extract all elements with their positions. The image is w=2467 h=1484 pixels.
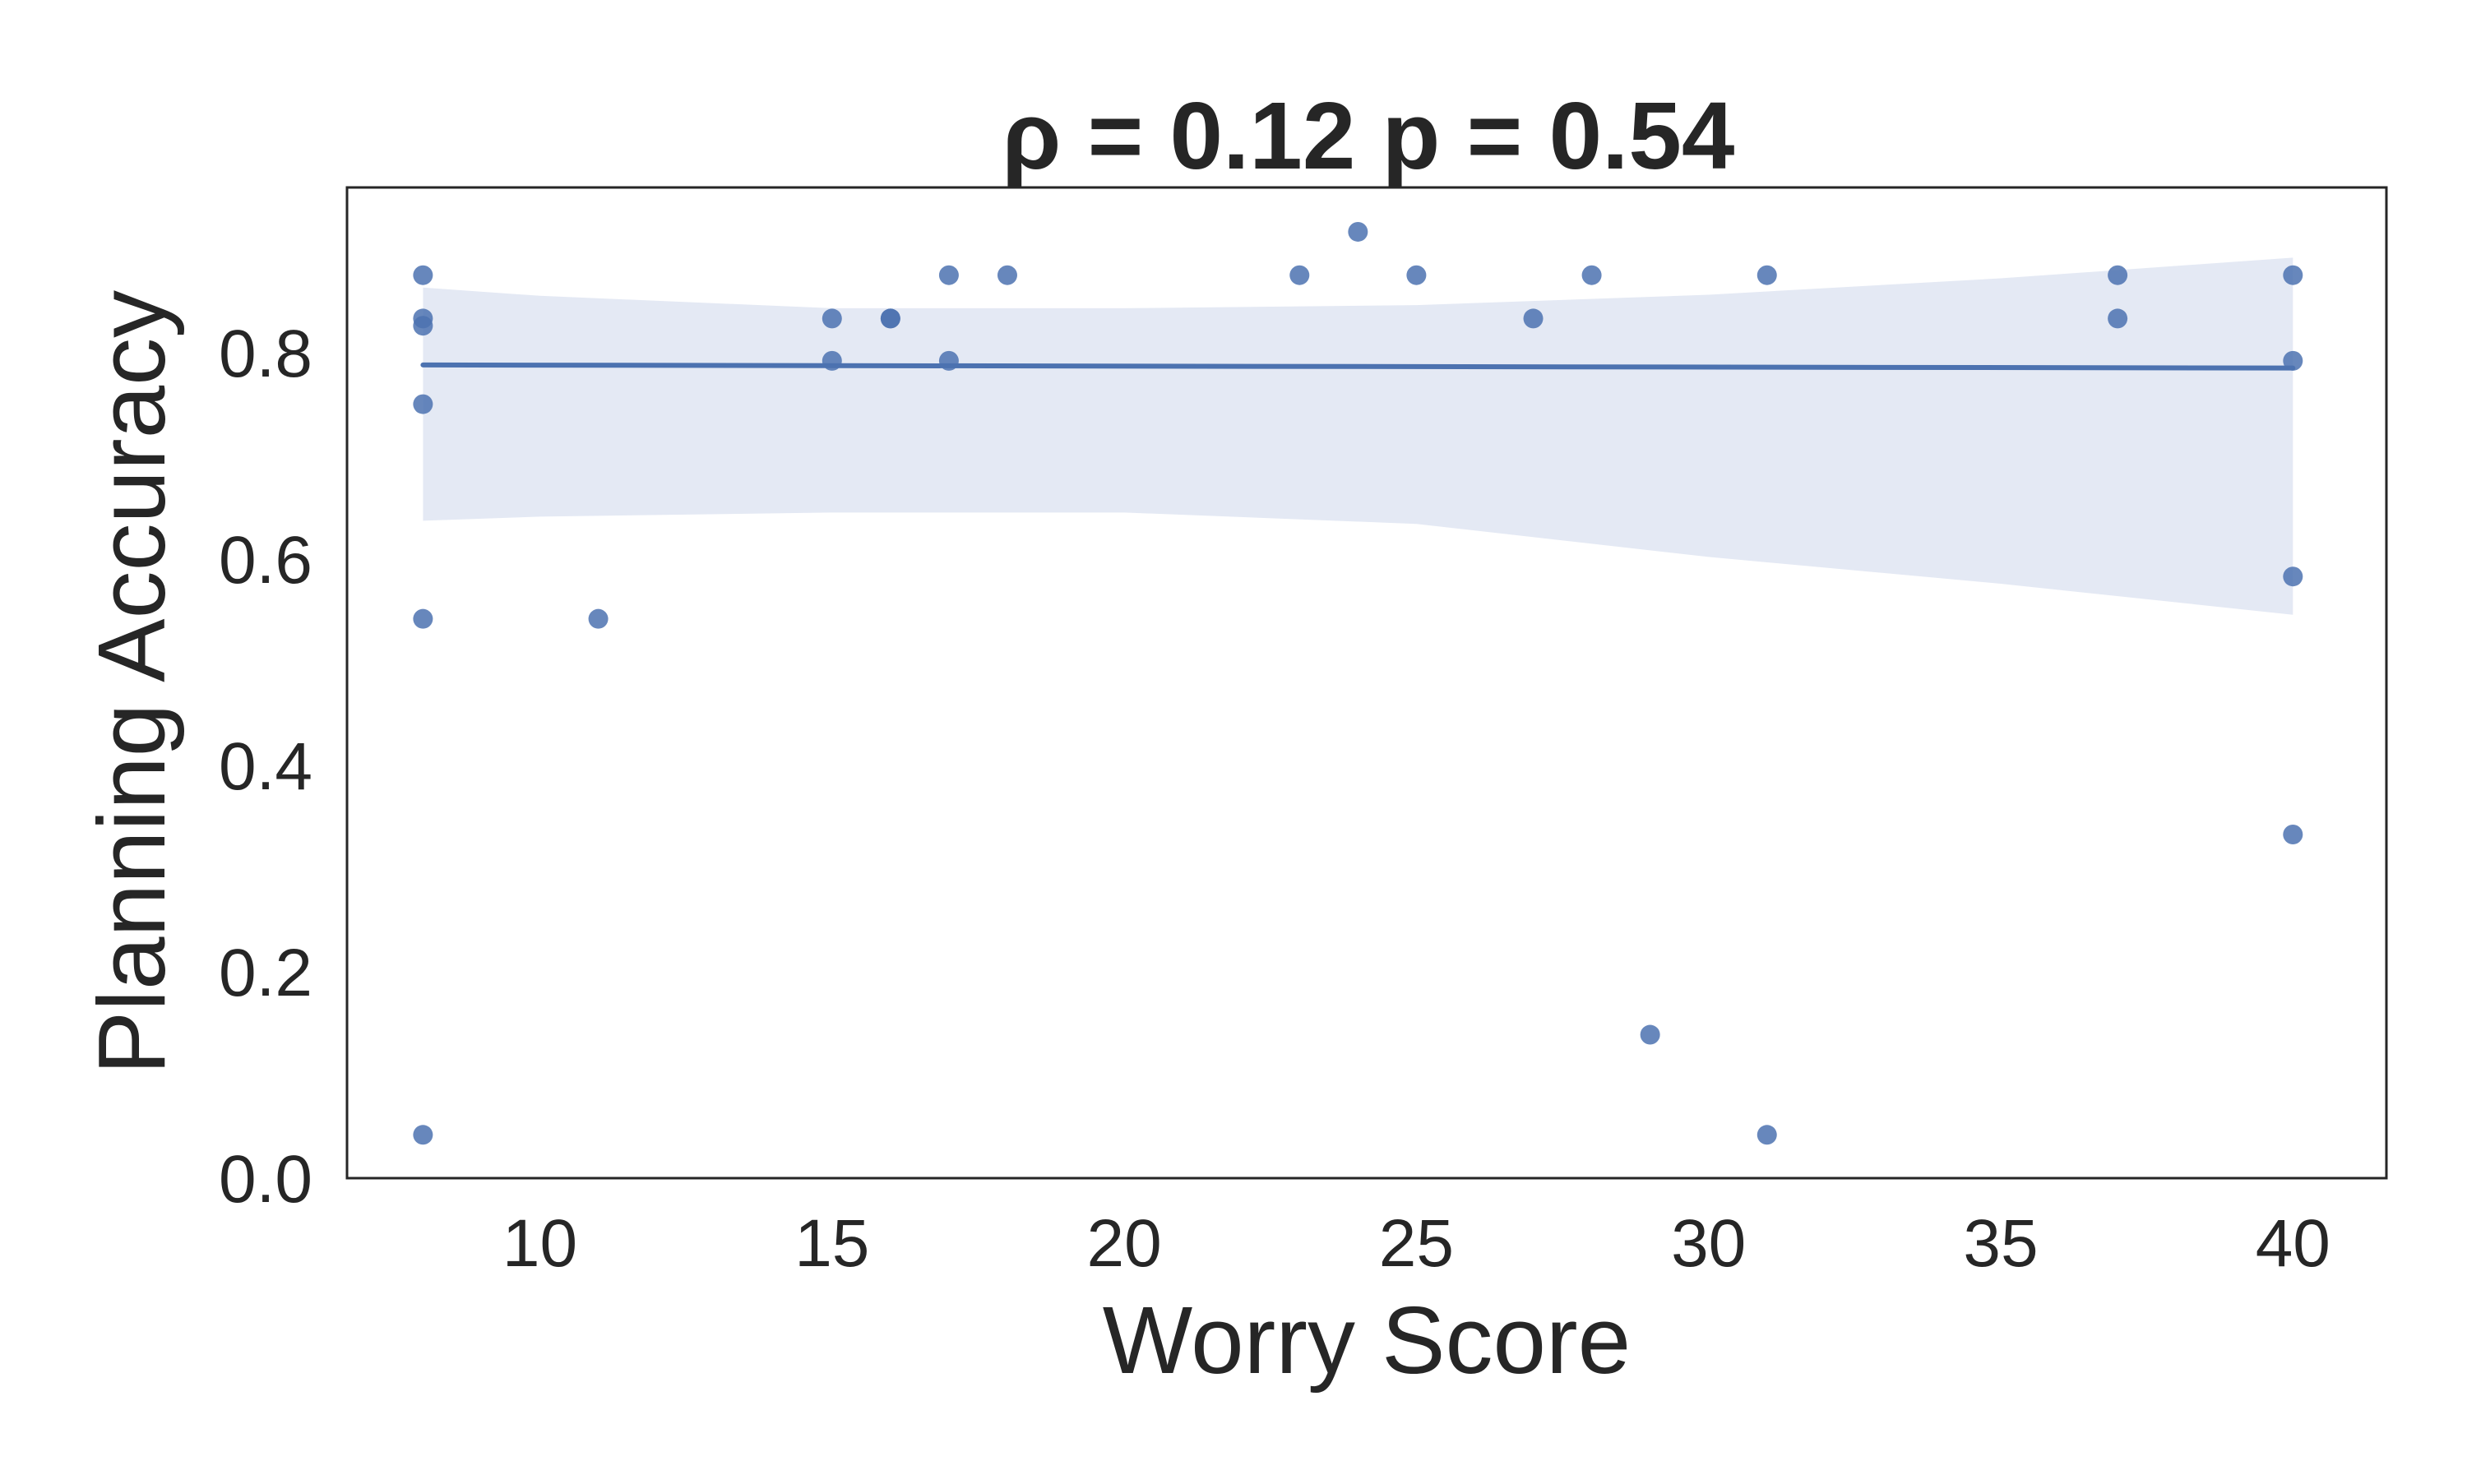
x-tick-label: 30 xyxy=(1671,1206,1746,1281)
x-tick-label: 40 xyxy=(2256,1206,2330,1281)
x-tick-label: 20 xyxy=(1086,1206,1161,1281)
data-point xyxy=(413,265,433,285)
data-point xyxy=(1757,265,1777,285)
data-point xyxy=(1640,1024,1660,1045)
data-point xyxy=(2108,308,2128,329)
y-tick-label: 0.8 xyxy=(219,317,312,391)
regression-line-layer xyxy=(420,362,2296,371)
data-point xyxy=(2283,825,2303,845)
y-tick-labels: 0.0 0.2 0.4 0.6 0.8 xyxy=(219,317,312,1217)
y-tick-label: 0.6 xyxy=(219,523,312,598)
data-point xyxy=(880,308,900,329)
data-point xyxy=(413,608,433,629)
x-axis-label: Worry Score xyxy=(1103,1287,1631,1394)
data-point xyxy=(2283,265,2303,285)
data-point xyxy=(413,316,433,336)
chart-title: ρ = 0.12 p = 0.54 xyxy=(1002,82,1735,189)
data-point xyxy=(1406,265,1427,285)
y-tick-label: 0.2 xyxy=(219,936,312,1010)
x-tick-label: 15 xyxy=(794,1206,869,1281)
data-point xyxy=(413,394,433,414)
data-point xyxy=(1757,1125,1777,1145)
data-point xyxy=(1523,308,1544,329)
data-point xyxy=(2283,566,2303,587)
data-point xyxy=(2108,265,2128,285)
data-point xyxy=(822,350,842,371)
data-point xyxy=(997,265,1017,285)
data-point xyxy=(822,308,842,329)
axes-frame xyxy=(345,186,2388,1180)
y-axis-label: Planning Accuracy xyxy=(78,290,185,1075)
data-point xyxy=(1289,265,1310,285)
x-tick-label: 10 xyxy=(502,1206,577,1281)
y-tick-label: 0.4 xyxy=(219,729,312,804)
confidence-band-layer xyxy=(423,257,2293,615)
data-point xyxy=(1581,265,1602,285)
data-point xyxy=(2283,350,2303,371)
x-tick-labels: 10 15 20 25 30 35 40 xyxy=(502,1206,2330,1281)
data-point xyxy=(588,608,609,629)
regression-line xyxy=(420,362,2296,371)
data-point xyxy=(938,265,959,285)
data-point xyxy=(413,1125,433,1145)
plot-area xyxy=(345,186,2388,1180)
data-points-layer xyxy=(413,221,2303,1145)
data-point xyxy=(1348,221,1368,242)
y-tick-label: 0.0 xyxy=(219,1142,312,1217)
confidence-band xyxy=(423,257,2293,615)
x-tick-label: 35 xyxy=(1963,1206,2038,1281)
x-tick-label: 25 xyxy=(1379,1206,1454,1281)
data-point xyxy=(938,350,959,371)
